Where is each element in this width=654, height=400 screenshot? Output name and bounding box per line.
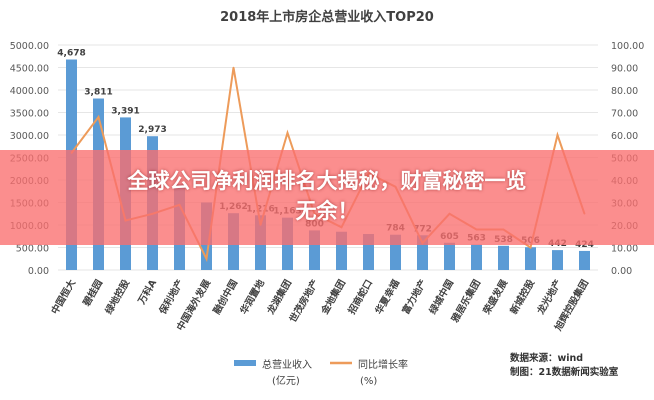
line-point xyxy=(232,66,235,69)
right-tick-label: 80.00 xyxy=(611,86,638,97)
left-tick-label: 4000.00 xyxy=(10,86,49,97)
bar-value-label: 2,973 xyxy=(138,125,166,135)
legend-line-label: 同比增长率 xyxy=(358,358,408,371)
right-tick-label: 90.00 xyxy=(611,64,638,75)
left-tick-label: 500.00 xyxy=(16,244,49,255)
category-label: 龙光地产 xyxy=(534,277,564,317)
legend-line-unit: (%) xyxy=(360,376,377,387)
category-label: 龙湖集团 xyxy=(264,278,294,318)
bar xyxy=(552,250,563,270)
left-tick-label: 5000.00 xyxy=(10,41,49,52)
category-label: 华润置地 xyxy=(238,277,268,316)
line-point xyxy=(556,134,559,136)
category-label: 中国恒大 xyxy=(49,277,79,316)
right-tick-label: 0.00 xyxy=(611,266,632,277)
right-tick-label: 70.00 xyxy=(611,109,638,120)
category-label: 绿地控股 xyxy=(103,277,133,316)
legend-bar-swatch xyxy=(234,360,256,366)
category-label: 保利地产 xyxy=(156,277,186,317)
bar-value-label: 4,678 xyxy=(57,48,85,58)
category-label: 万科A xyxy=(135,277,159,307)
category-label: 新城控股 xyxy=(508,277,538,316)
bar xyxy=(525,247,536,270)
left-tick-label: 3000.00 xyxy=(10,131,49,142)
line-point xyxy=(286,131,289,134)
line-point xyxy=(97,116,100,118)
bar-value-label: 3,391 xyxy=(111,106,139,116)
bar xyxy=(579,250,590,270)
source-note: 数据来源：wind 制图：21数据新闻实验室 xyxy=(510,352,618,380)
category-label: 富力地产 xyxy=(400,277,430,316)
source-line: 数据来源：wind xyxy=(510,353,584,364)
chart-title: 2018年上市房企总营业收入TOP20 xyxy=(220,9,434,25)
category-label: 荣盛发展 xyxy=(480,277,510,317)
category-label: 融创中国 xyxy=(211,278,240,317)
line-point xyxy=(529,246,532,249)
left-tick-label: 0.00 xyxy=(28,266,49,277)
category-label: 碧桂园 xyxy=(80,278,105,310)
bar xyxy=(498,245,509,270)
left-tick-label: 3500.00 xyxy=(10,109,49,120)
category-label: 招商蛇口 xyxy=(346,278,375,317)
bar xyxy=(390,234,401,270)
category-label: 绿城中国 xyxy=(427,278,456,317)
bar xyxy=(417,235,428,270)
right-tick-label: 100.00 xyxy=(611,41,644,52)
category-label: 金地集团 xyxy=(318,278,348,318)
left-tick-label: 4500.00 xyxy=(10,64,49,75)
headline-line-2: 无余！ xyxy=(295,199,359,223)
line-point xyxy=(205,257,208,260)
overlay-banner xyxy=(0,150,654,245)
right-tick-label: 60.00 xyxy=(611,131,638,142)
bar-value-label: 3,811 xyxy=(84,88,112,98)
right-tick-label: 10.00 xyxy=(611,244,638,255)
legend: 总营业收入 (亿元) 同比增长率 (%) xyxy=(234,358,408,387)
legend-bar-label: 总营业收入 xyxy=(262,358,312,371)
category-label: 华夏幸福 xyxy=(373,277,403,316)
bar xyxy=(444,242,455,270)
bar xyxy=(309,230,320,270)
overlay-headline: 全球公司净利润排名大揭秘，财富秘密一览 无余！ xyxy=(20,166,634,226)
bar xyxy=(363,234,374,270)
headline-line-1: 全球公司净利润排名大揭秘，财富秘密一览 xyxy=(127,169,527,193)
bar xyxy=(471,244,482,270)
credit-line: 制图：21数据新闻实验室 xyxy=(510,367,619,378)
bar xyxy=(336,231,347,270)
legend-bar-unit: (亿元) xyxy=(272,374,300,387)
